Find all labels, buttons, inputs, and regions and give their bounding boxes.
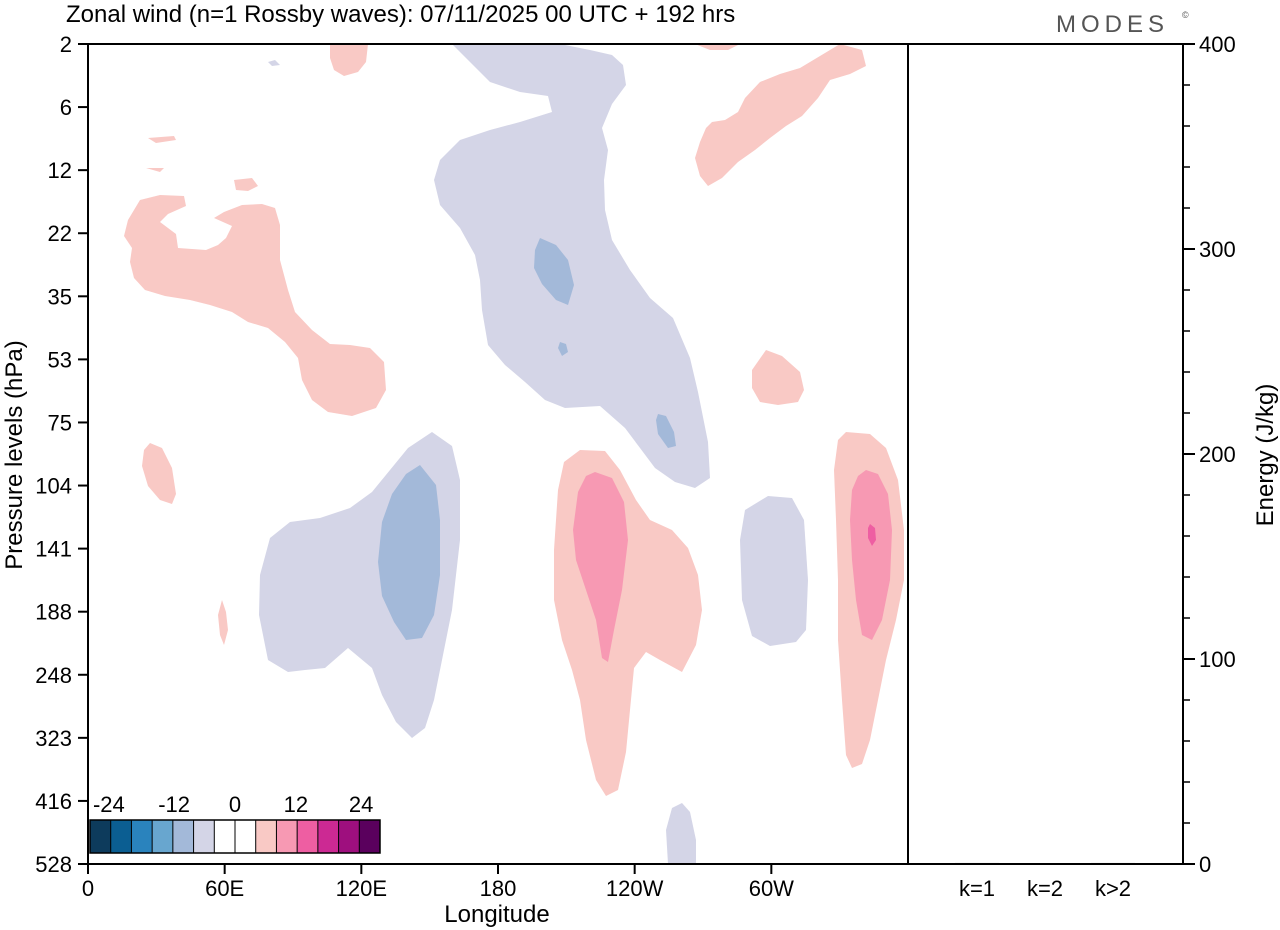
colorbar-swatch xyxy=(255,820,277,853)
x-axis-title: Longitude xyxy=(444,901,549,928)
colorbar-swatch xyxy=(172,820,195,853)
x-tick-label: 60E xyxy=(205,876,244,901)
colorbar-swatch xyxy=(131,820,153,853)
colorbar-swatch xyxy=(152,820,174,853)
positive-region-top-left xyxy=(330,44,368,76)
x-tick-label: 60W xyxy=(749,876,794,901)
colorbar-swatch xyxy=(297,820,319,853)
y-tick-label: 323 xyxy=(35,726,72,751)
x-tick-label: 0 xyxy=(82,876,94,901)
chart-title: Zonal wind (n=1 Rossby waves): 07/11/202… xyxy=(66,1,735,28)
y-tick-label: 188 xyxy=(35,600,72,625)
energy-tick-label: 0 xyxy=(1199,852,1211,877)
energy-category-label: k>2 xyxy=(1095,876,1131,901)
colorbar-label: 0 xyxy=(229,792,241,817)
energy-axis: 0 100 200 300 400 xyxy=(1183,32,1236,877)
positive-region-upper-left xyxy=(124,195,386,416)
x-tick-label: 120E xyxy=(336,876,387,901)
colorbar-label: 12 xyxy=(284,792,308,817)
positive-region-center xyxy=(554,450,702,796)
positive-region-upper-right xyxy=(695,44,866,186)
positive-region-left-blob xyxy=(142,443,176,504)
positive-region-small-3 xyxy=(234,178,258,191)
colorbar-label: -24 xyxy=(93,792,125,817)
positive-core-right xyxy=(850,470,892,640)
contour-field xyxy=(124,44,904,864)
y-tick-label: 528 xyxy=(35,852,72,877)
positive-region-small-1 xyxy=(148,136,176,143)
brand-mark: © xyxy=(1182,10,1189,20)
negative-core-upper xyxy=(534,238,574,305)
colorbar: -24 -12 0 12 24 xyxy=(87,788,383,857)
negative-region-tiny xyxy=(268,60,280,66)
energy-axis-title: Energy (J/kg) xyxy=(1252,384,1279,527)
negative-core-small-2 xyxy=(656,414,676,448)
colorbar-swatch xyxy=(276,820,298,853)
negative-region-upper-center xyxy=(434,44,710,488)
positive-region-small-2 xyxy=(146,168,164,172)
energy-category-label: k=1 xyxy=(959,876,995,901)
x-tick-label: 180 xyxy=(480,876,517,901)
positive-region-left-sliver xyxy=(218,600,228,645)
energy-bar xyxy=(955,862,999,864)
y-axis: 2 6 12 22 35 53 75 104 141 188 248 323 416 528 xyxy=(35,32,88,877)
colorbar-swatch xyxy=(110,820,132,853)
y-tick-label: 35 xyxy=(48,284,72,309)
colorbar-swatch xyxy=(359,820,381,853)
colorbar-label: 24 xyxy=(349,792,373,817)
y-tick-label: 248 xyxy=(35,663,72,688)
brand-text: MODES xyxy=(1056,11,1169,38)
y-tick-label: 6 xyxy=(60,95,72,120)
y-tick-label: 53 xyxy=(48,347,72,372)
energy-tick-label: 100 xyxy=(1199,647,1236,672)
y-tick-label: 2 xyxy=(60,32,72,57)
x-axis: 0 60E 120E 180 120W 60W xyxy=(82,864,794,901)
energy-category-label: k=2 xyxy=(1027,876,1063,901)
positive-region-right-small xyxy=(752,350,804,405)
negative-core-left xyxy=(378,465,440,640)
negative-region-bottom xyxy=(666,803,696,864)
brand-logo: MODES © xyxy=(1056,10,1189,38)
plot-frame xyxy=(87,43,1184,865)
y-tick-label: 22 xyxy=(48,221,72,246)
y-tick-label: 75 xyxy=(48,410,72,435)
y-tick-label: 12 xyxy=(48,158,72,183)
positive-peak-right xyxy=(868,524,876,546)
y-tick-label: 141 xyxy=(35,537,72,562)
energy-tick-label: 400 xyxy=(1199,32,1236,57)
energy-tick-label: 200 xyxy=(1199,442,1236,467)
x-tick-label: 120W xyxy=(606,876,664,901)
colorbar-swatch xyxy=(193,820,215,853)
colorbar-swatch xyxy=(235,820,257,853)
colorbar-swatch xyxy=(214,820,236,853)
energy-bar xyxy=(1023,863,1067,864)
negative-core-small-1 xyxy=(558,342,568,356)
negative-region-right xyxy=(740,496,808,646)
positive-region-top-right xyxy=(695,44,740,50)
colorbar-swatch xyxy=(338,820,360,853)
y-axis-title: Pressure levels (hPa) xyxy=(1,340,28,569)
energy-bars: k=1 k=2 k>2 xyxy=(955,862,1135,901)
energy-bar xyxy=(1091,862,1135,864)
colorbar-swatch xyxy=(90,820,112,853)
energy-tick-label: 300 xyxy=(1199,237,1236,262)
y-tick-label: 416 xyxy=(35,789,72,814)
positive-core-center xyxy=(573,472,628,662)
colorbar-label: -12 xyxy=(158,792,190,817)
colorbar-swatch xyxy=(317,820,340,853)
y-tick-label: 104 xyxy=(35,474,72,499)
